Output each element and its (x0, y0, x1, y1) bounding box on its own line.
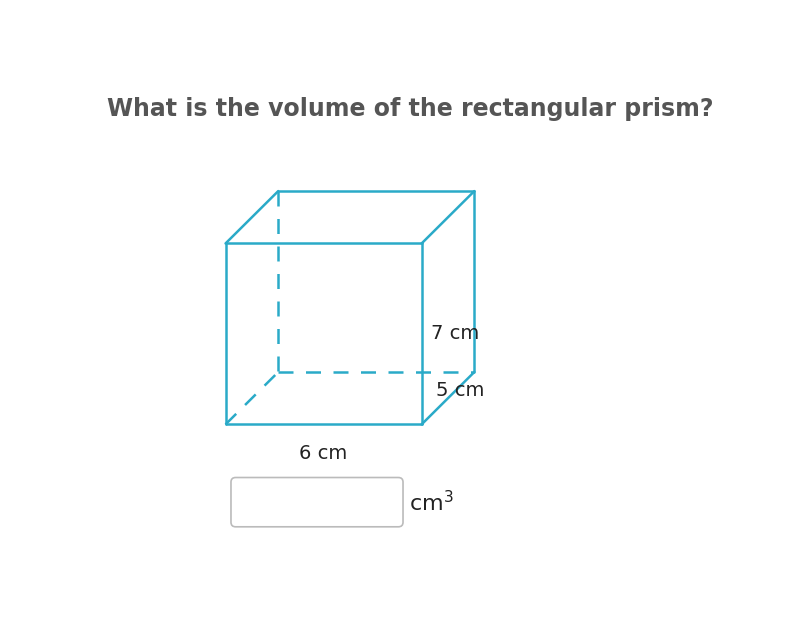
Text: What is the volume of the rectangular prism?: What is the volume of the rectangular pr… (106, 97, 714, 121)
Text: 7 cm: 7 cm (431, 325, 479, 344)
Text: cm$^3$: cm$^3$ (410, 489, 454, 515)
FancyBboxPatch shape (231, 478, 403, 527)
Text: 5 cm: 5 cm (435, 381, 484, 400)
Text: 6 cm: 6 cm (299, 444, 348, 463)
